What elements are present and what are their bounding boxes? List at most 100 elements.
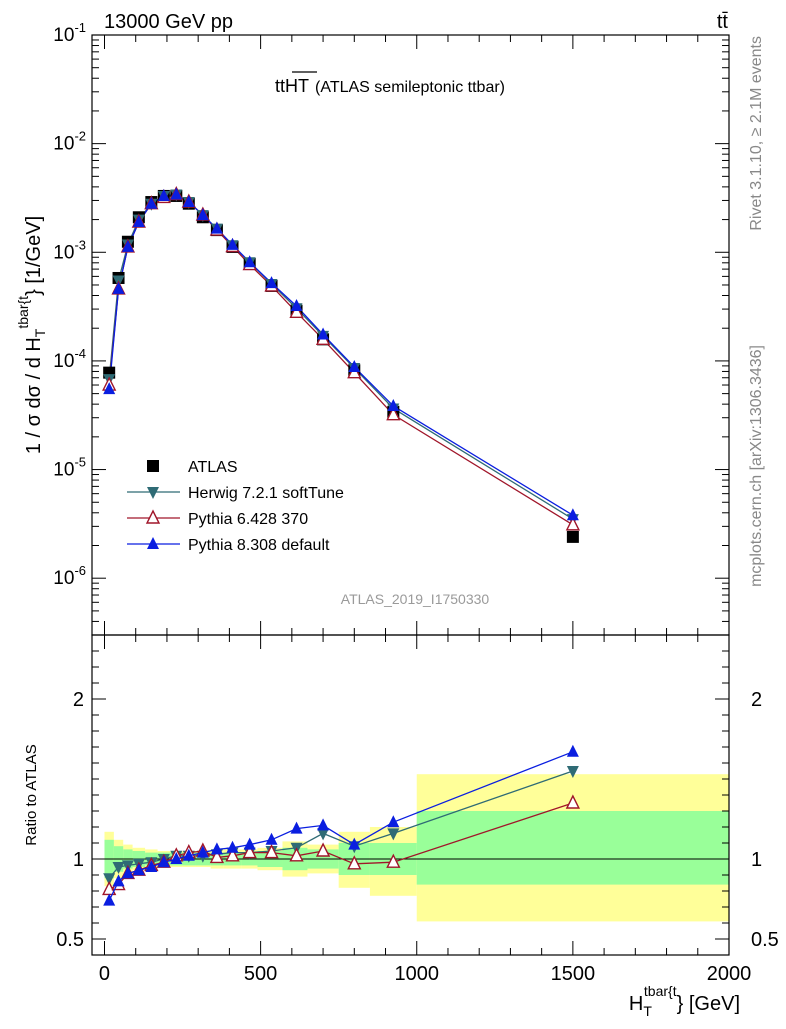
legend-marker: [147, 460, 159, 472]
ratio-point: [317, 818, 330, 831]
data-point: [170, 187, 183, 200]
ratio-point: [112, 862, 125, 874]
energy-label: 13000 GeV pp: [104, 11, 233, 33]
xtick-label: 2000: [707, 963, 752, 985]
process-label: tt̄: [717, 11, 729, 33]
legend-label: Pythia 8.308 default: [188, 537, 330, 554]
main-title: ttHT (ATLAS semileptonic ttbar): [275, 76, 505, 96]
data-point: [387, 398, 400, 411]
data-point: [196, 208, 209, 221]
main-title-suffix: (ATLAS semileptonic ttbar): [315, 79, 505, 96]
legend-label: Herwig 7.2.1 softTune: [188, 485, 344, 502]
ratio-point: [289, 847, 304, 862]
data-point: [210, 221, 223, 234]
main-ytick-base: 10: [53, 242, 74, 263]
xtick-label: 500: [244, 963, 277, 985]
series-line: [108, 193, 574, 526]
data-point: [121, 239, 134, 252]
ratio-point: [290, 821, 303, 834]
legend: ATLAS Herwig 7.2.1 softTune Pythia 6.428 3…: [127, 459, 344, 554]
data-point: [157, 188, 170, 201]
mcplots-label: mcplots.cern.ch [arXiv:1306.3436]: [748, 345, 765, 587]
ratio-point: [242, 844, 257, 859]
main-ytick-exp: -2: [74, 129, 86, 144]
ratio-point: [347, 855, 362, 870]
main-ytick-base: 10: [53, 351, 74, 372]
uncertainty-band-inner: [416, 811, 729, 885]
main-ylabel-suffix: } [1/GeV]: [23, 216, 45, 296]
legend-marker: [147, 537, 159, 549]
main-ytick-label: 10-3: [53, 237, 86, 263]
data-point: [566, 508, 579, 521]
main-ylabel-text: 1 / σ dσ / d H: [23, 337, 45, 454]
ratio-point: [565, 794, 581, 809]
main-title-tt: tt: [275, 76, 285, 96]
main-ytick-exp: -4: [74, 346, 86, 361]
ratio-point: [103, 873, 116, 886]
main-ylabel: 1 / σ dσ / d HTtbar{t} [1/GeV]: [15, 216, 48, 454]
main-ylabel-sup: tbar{t: [15, 296, 31, 329]
ratio-point: [170, 852, 183, 864]
data-point: [265, 276, 278, 289]
watermark: ATLAS_2019_I1750330: [341, 591, 490, 607]
data-point: [182, 195, 195, 208]
data-point: [386, 406, 401, 421]
main-ytick-label: 10-6: [53, 563, 86, 589]
main-ytick-label: 10-5: [53, 455, 86, 481]
ratio-point: [182, 848, 195, 861]
main-title-ht: HT: [285, 76, 309, 96]
main-ytick-base: 10: [53, 134, 74, 155]
ratio-ylabel: Ratio to ATLAS: [23, 744, 40, 845]
xlabel-sup: tbar{t: [644, 983, 677, 999]
ratio-point: [225, 847, 240, 862]
ratio-point: [121, 866, 134, 879]
data-point: [565, 516, 581, 531]
data-point: [290, 299, 303, 312]
ratio-point: [566, 766, 579, 778]
xtick-label: 0: [99, 963, 110, 985]
legend-marker: [145, 509, 161, 524]
data-point: [566, 530, 579, 543]
main-ytick-exp: -5: [74, 455, 86, 470]
ratio-series-layer: [102, 744, 581, 906]
ratio-point: [243, 837, 256, 850]
ratio-point: [196, 845, 209, 858]
main-ytick-exp: -1: [74, 20, 86, 35]
series-herwig-7-2-1-softtune: [108, 193, 574, 520]
main-ytick-label: 10-4: [53, 346, 86, 372]
main-ytick-exp: -3: [74, 237, 86, 252]
ratio-point: [226, 840, 239, 853]
xtick-label: 1500: [551, 963, 596, 985]
main-ytick-label: 10-1: [53, 20, 86, 46]
ratio-point: [103, 893, 116, 906]
ratio-uncertainty-bands: [104, 774, 729, 922]
legend-marker: [147, 487, 159, 499]
ratio-point: [132, 863, 145, 876]
data-point: [243, 255, 256, 268]
data-point: [317, 327, 330, 340]
data-point: [348, 359, 361, 372]
data-point: [103, 382, 116, 395]
main-ytick-base: 10: [53, 25, 74, 46]
main-ytick-exp: -6: [74, 563, 86, 578]
ratio-point: [157, 855, 170, 868]
xlabel-suffix: } [GeV]: [677, 993, 740, 1015]
ratio-point: [387, 815, 400, 828]
series-pythia-6-428-370: [108, 193, 574, 526]
data-point: [145, 196, 158, 209]
ratio-ytick-label-right: 1: [751, 849, 762, 871]
main-series-layer: [102, 185, 581, 543]
xlabel: HTtbar{t} [GeV]: [629, 983, 740, 1019]
ratio-point: [265, 832, 278, 845]
ratio-point: [387, 828, 400, 841]
ratio-point: [566, 744, 579, 757]
series-line: [108, 193, 574, 520]
ratio-point: [209, 848, 225, 864]
ratio-point: [145, 860, 158, 872]
xtick-label: 1000: [394, 963, 439, 985]
main-ytick-base: 10: [53, 460, 74, 481]
data-point: [226, 237, 239, 250]
data-point: [289, 303, 304, 319]
